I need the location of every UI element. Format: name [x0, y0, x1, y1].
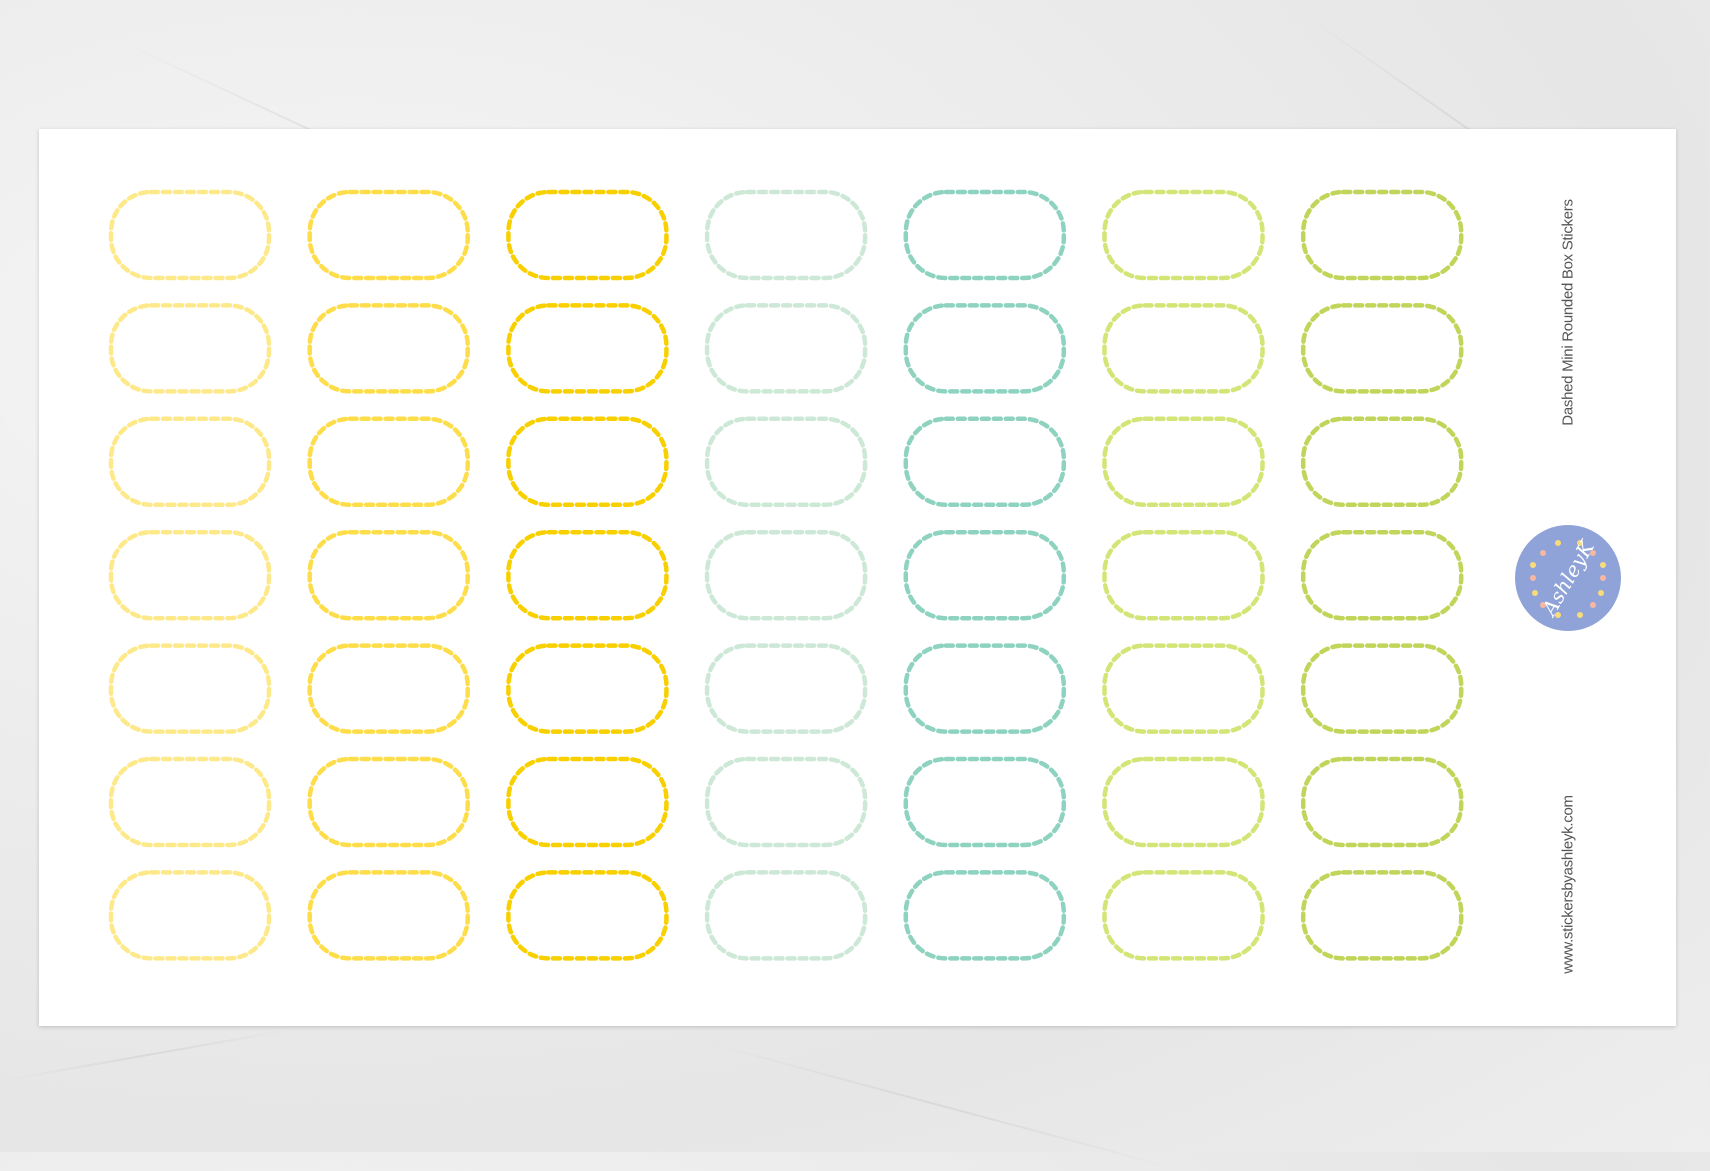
dashed-rounded-box-sticker [506, 189, 669, 281]
dashed-rounded-box-sticker [1102, 643, 1265, 734]
sheet-title: Dashed Mini Rounded Box Stickers [1559, 199, 1577, 426]
dashed-rounded-box-sticker [506, 756, 669, 848]
dashed-rounded-box-sticker [903, 870, 1067, 961]
dashed-rounded-box-sticker [1102, 756, 1265, 848]
dashed-rounded-box-sticker [506, 643, 669, 734]
dashed-rounded-box-sticker [1102, 189, 1265, 281]
dashed-rounded-box-sticker [307, 189, 470, 281]
dashed-rounded-box-sticker [704, 870, 868, 961]
dashed-rounded-box-sticker [903, 643, 1067, 734]
dashed-rounded-box-sticker [108, 189, 272, 281]
dashed-rounded-box-sticker [1300, 303, 1464, 394]
dashed-rounded-box-sticker [108, 643, 272, 734]
dashed-rounded-box-sticker [903, 416, 1067, 508]
marble-vein [699, 1040, 1183, 1171]
dashed-rounded-box-sticker [307, 529, 470, 621]
dashed-rounded-box-sticker [1300, 416, 1464, 508]
website-url: www.stickersbyashleyk.com [1559, 795, 1577, 974]
dashed-rounded-box-sticker [1300, 870, 1464, 961]
dashed-rounded-box-sticker [307, 303, 470, 394]
dashed-rounded-box-sticker [903, 529, 1067, 621]
dashed-rounded-box-sticker [1300, 643, 1464, 734]
dashed-rounded-box-sticker [903, 756, 1067, 848]
ashleyk-logo: AshleyK [1515, 525, 1621, 631]
dashed-rounded-box-sticker [1300, 529, 1464, 621]
dashed-rounded-box-sticker [1300, 189, 1464, 281]
sticker-sheet: Dashed Mini Rounded Box Stickers AshleyK… [39, 129, 1676, 1026]
dashed-rounded-box-sticker [903, 189, 1067, 281]
dashed-rounded-box-sticker [1102, 416, 1265, 508]
dashed-rounded-box-sticker [506, 529, 669, 621]
dashed-rounded-box-sticker [506, 870, 669, 961]
dashed-rounded-box-sticker [307, 870, 470, 961]
dashed-rounded-box-sticker [903, 303, 1067, 394]
dashed-rounded-box-sticker [704, 643, 868, 734]
dashed-rounded-box-sticker [704, 303, 868, 394]
dashed-rounded-box-sticker [704, 189, 868, 281]
dashed-rounded-box-sticker [1102, 303, 1265, 394]
dashed-rounded-box-sticker [108, 756, 272, 848]
dashed-rounded-box-sticker [506, 416, 669, 508]
dashed-rounded-box-sticker [307, 416, 470, 508]
dashed-rounded-box-sticker [1300, 756, 1464, 848]
dashed-rounded-box-sticker [506, 303, 669, 394]
dashed-rounded-box-sticker [108, 416, 272, 508]
sticker-grid [108, 189, 1464, 961]
dashed-rounded-box-sticker [704, 529, 868, 621]
dashed-rounded-box-sticker [307, 643, 470, 734]
marble-vein [0, 1027, 296, 1082]
dashed-rounded-box-sticker [307, 756, 470, 848]
dashed-rounded-box-sticker [108, 870, 272, 961]
dashed-rounded-box-sticker [108, 529, 272, 621]
dashed-rounded-box-sticker [704, 416, 868, 508]
dashed-rounded-box-sticker [1102, 529, 1265, 621]
dashed-rounded-box-sticker [1102, 870, 1265, 961]
dashed-rounded-box-sticker [704, 756, 868, 848]
dashed-rounded-box-sticker [108, 303, 272, 394]
